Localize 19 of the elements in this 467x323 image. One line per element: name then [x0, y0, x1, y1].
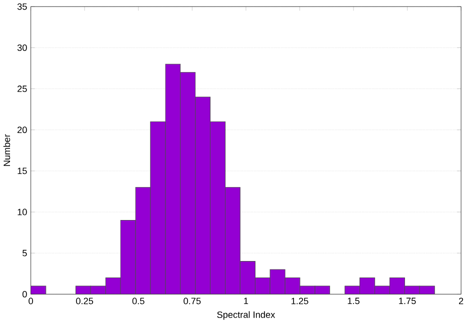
y-tick-label: 30 [17, 44, 27, 51]
y-tick-label: 5 [22, 250, 27, 256]
x-tick-label: 2 [458, 298, 464, 304]
y-tick-label: 25 [18, 85, 27, 92]
y-tick-label: 35 [17, 3, 27, 10]
x-tick-label: 0.25 [76, 298, 94, 304]
x-axis-title: Spectral Index [217, 311, 276, 320]
x-tick-label: 0.5 [132, 298, 144, 304]
x-tick-label: 1.5 [348, 298, 360, 304]
x-tick-label: 1.75 [399, 298, 416, 304]
y-tick-label: 15 [18, 168, 27, 174]
y-tick-label: 20 [18, 126, 27, 134]
y-tick-label: 10 [18, 208, 27, 216]
y-axis-title: Number [3, 134, 10, 166]
x-tick-label: 0.75 [184, 298, 201, 304]
x-tick-label: 1.25 [292, 298, 308, 304]
y-tick-label: 0 [22, 290, 27, 298]
x-tick-label: 1 [244, 298, 248, 304]
x-tick-label: 0 [28, 298, 34, 304]
